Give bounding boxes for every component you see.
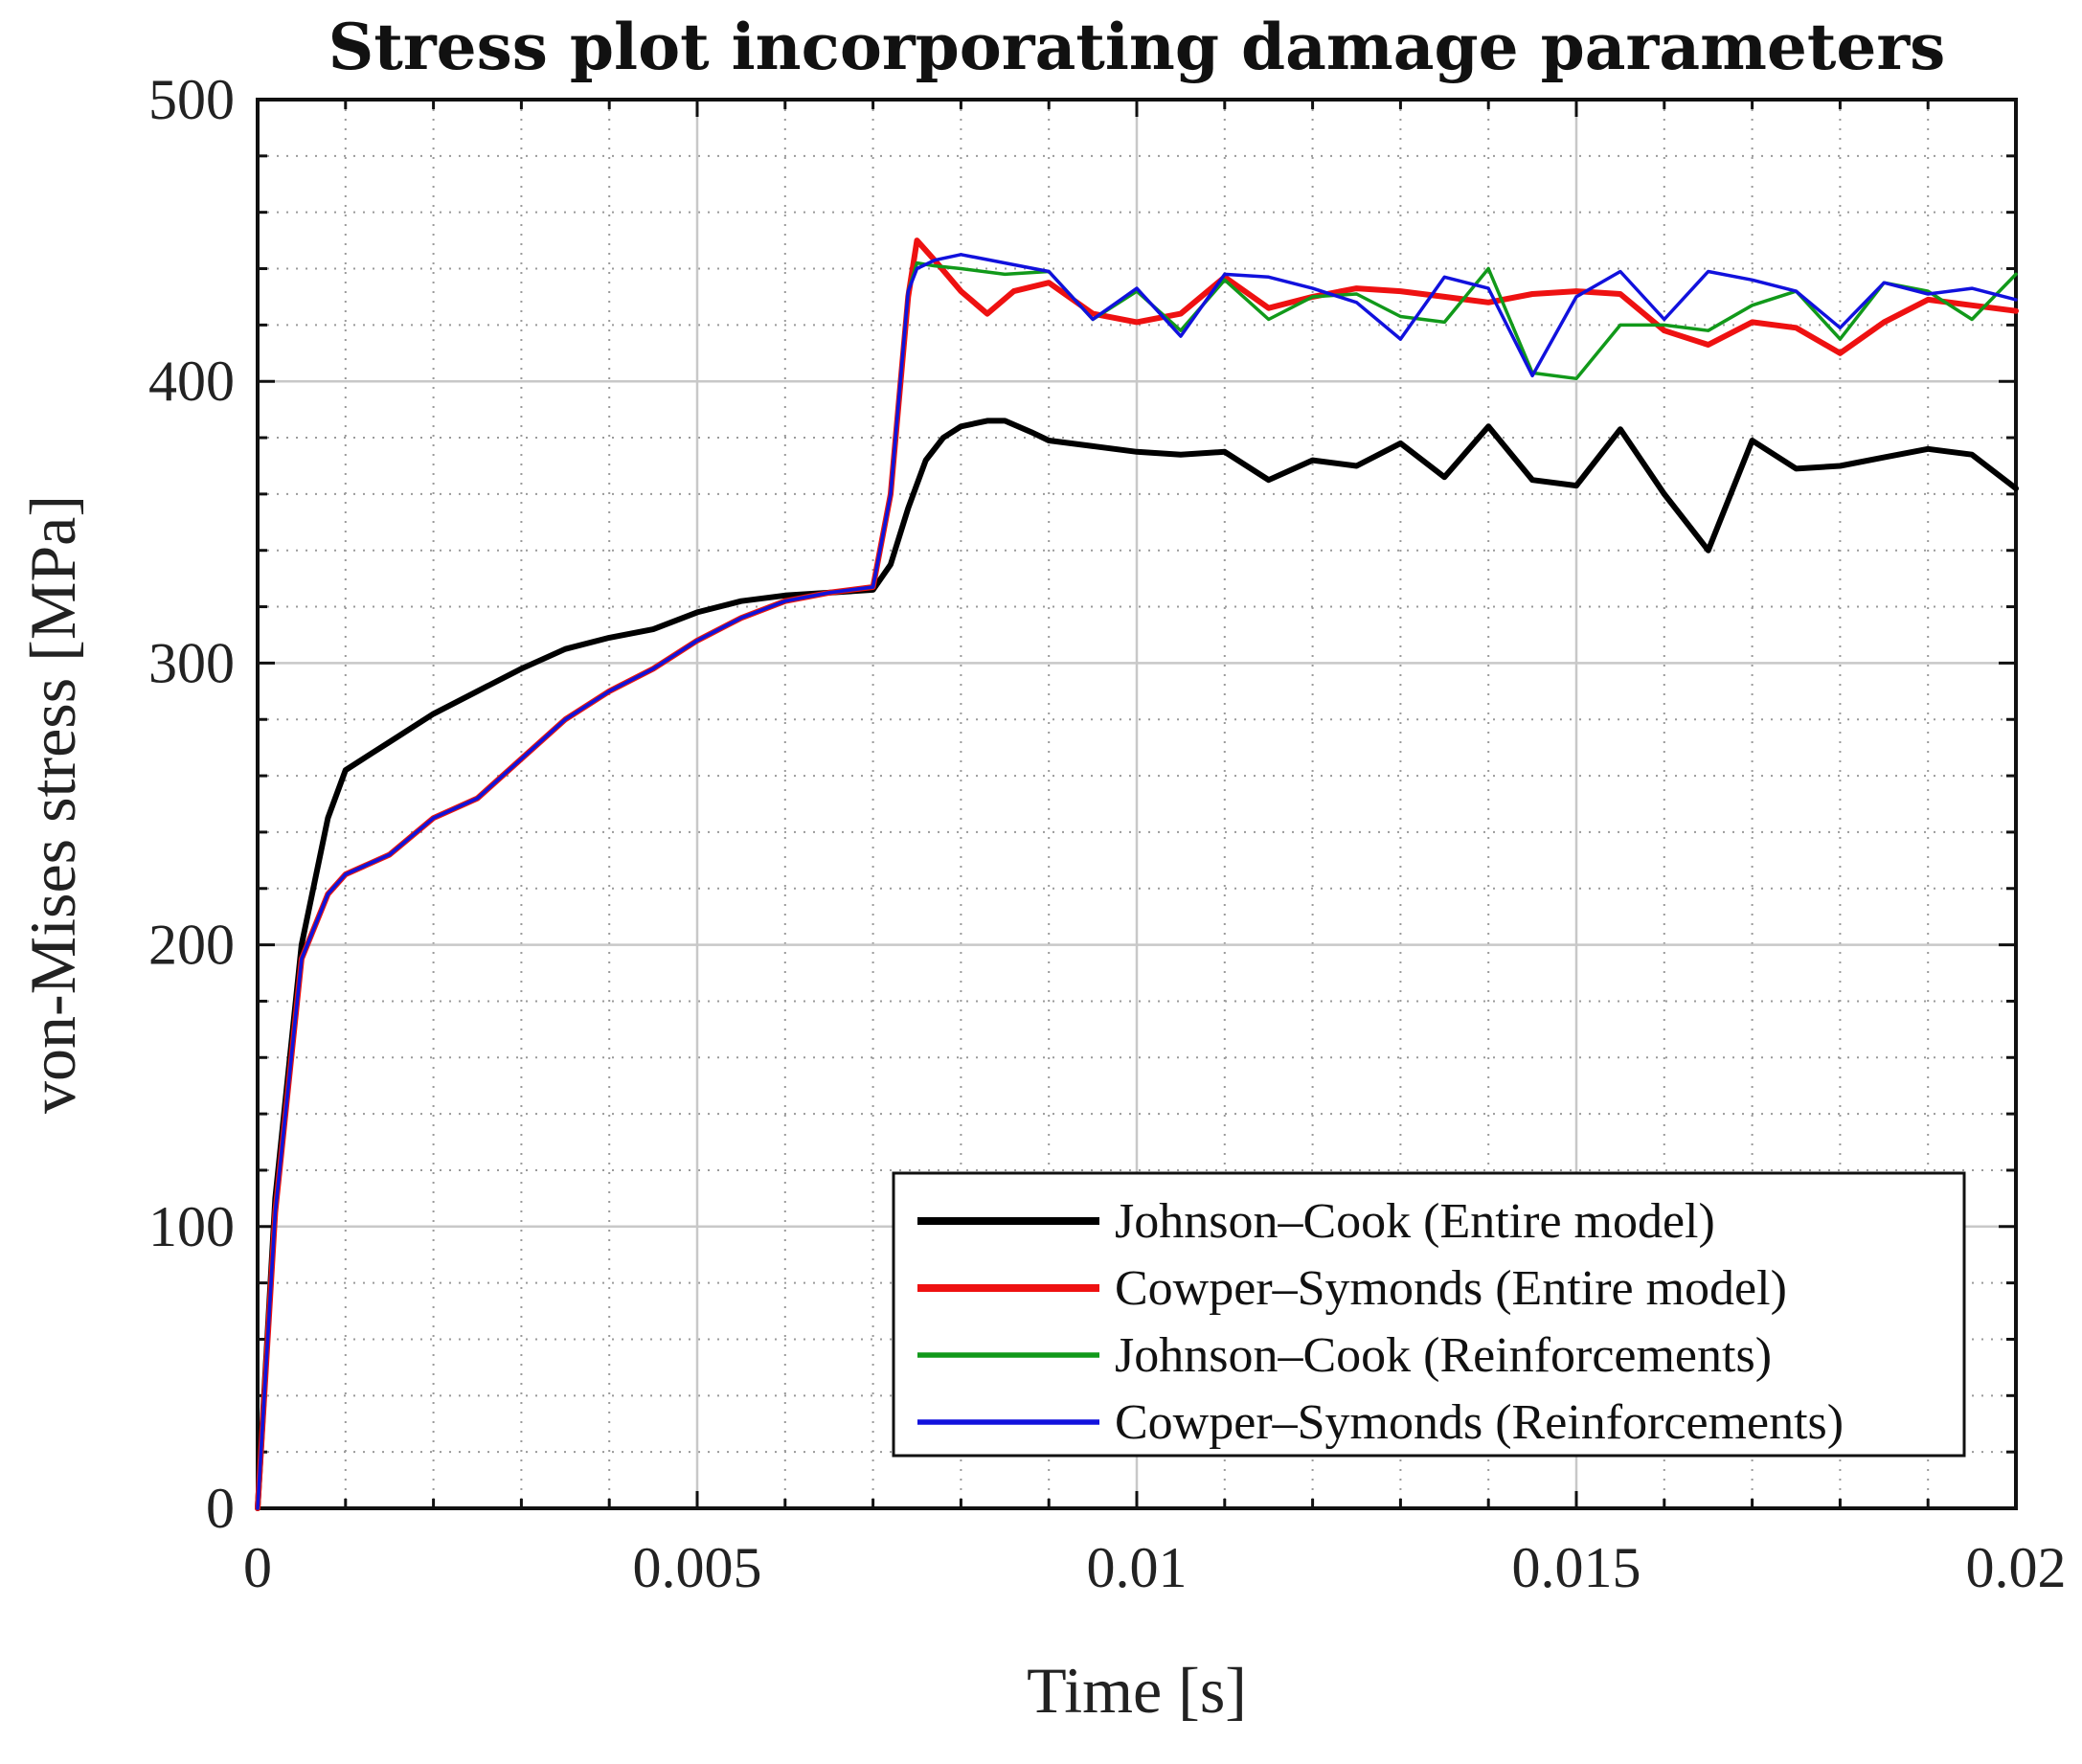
y-tick-label: 0 (206, 1477, 235, 1540)
x-tick-label: 0 (243, 1536, 272, 1599)
y-axis-label: von-Mises stress [MPa] (16, 495, 89, 1114)
series-layer (255, 237, 2019, 1511)
y-tick-label: 300 (148, 631, 235, 694)
series-line (256, 253, 2018, 1510)
chart-title: Stress plot incorporating damage paramet… (328, 10, 1946, 84)
x-tick-label: 0.01 (1087, 1536, 1188, 1599)
axis-ticks: 0 0.005 0.01 0.015 0.02 0 100 200 300 400 500 (148, 68, 2067, 1599)
legend-label: Cowper–Symonds (Entire model) (1115, 1261, 1787, 1316)
legend-label: Cowper–Symonds (Reinforcements) (1115, 1395, 1844, 1450)
x-axis-label: Time [s] (1027, 1654, 1247, 1727)
series-line (255, 418, 2019, 1511)
legend-label: Johnson–Cook (Reinforcements) (1115, 1328, 1772, 1383)
legend-label: Johnson–Cook (Entire model) (1115, 1194, 1715, 1249)
x-tick-label: 0.02 (1966, 1536, 2067, 1599)
x-tick-label: 0.015 (1512, 1536, 1641, 1599)
y-tick-label: 500 (148, 68, 235, 131)
y-tick-label: 200 (148, 914, 235, 977)
x-tick-label: 0.005 (633, 1536, 762, 1599)
y-tick-label: 100 (148, 1195, 235, 1258)
y-tick-label: 400 (148, 350, 235, 413)
legend: Johnson–Cook (Entire model) Cowper–Symond… (892, 1171, 1966, 1458)
